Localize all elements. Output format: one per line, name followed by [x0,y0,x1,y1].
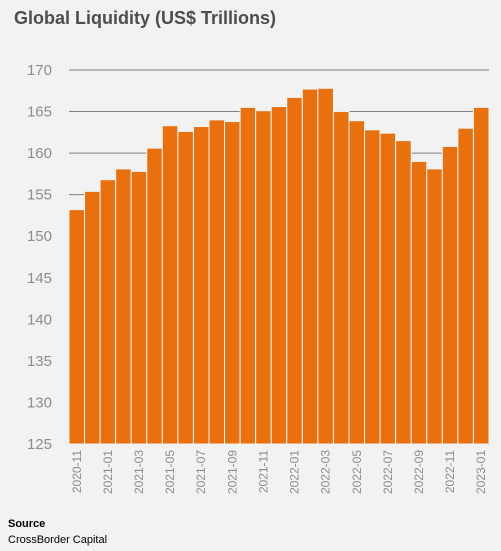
x-tick-label: 2021-03 [132,450,146,494]
chart-title: Global Liquidity (US$ Trillions) [14,8,277,28]
bar-2021-05 [161,125,179,445]
bar-2021-06 [177,131,194,445]
x-tick-label: 2020-11 [70,450,84,493]
bar-2021-01 [99,179,117,445]
bar-2022-08 [395,140,412,445]
bar-2021-02 [115,168,132,445]
bar-2021-10 [239,106,257,445]
y-tick-label: 145 [27,270,52,287]
bar-2021-08 [208,119,226,445]
y-tick-label: 140 [27,311,52,328]
y-axis-ticks: 125 130 135 140 145 150 155 160 165 170 [27,62,52,453]
bar-2022-07 [379,132,397,445]
x-tick-label: 2022-07 [381,450,395,494]
bar-2022-05 [348,120,366,445]
x-tick-label: 2022-05 [350,450,364,494]
bar-2023-01 [472,106,490,445]
y-tick-label: 160 [27,145,52,162]
x-tick-label: 2022-11 [443,450,457,493]
x-tick-label: 2021-01 [101,450,115,494]
x-tick-label: 2022-09 [412,450,426,494]
bar-2020-12 [84,190,101,445]
x-tick-label: 2022-03 [319,450,333,494]
bar-2021-09 [224,121,241,445]
x-tick-label: 2023-01 [474,450,488,494]
y-tick-label: 150 [27,228,52,245]
bar-2022-12 [457,127,474,445]
bars [68,87,490,445]
x-tick-label: 2022-01 [288,450,302,494]
x-axis-ticks: 2020-11 2021-01 2021-03 2021-05 2021-07 2021-… [70,450,488,494]
bar-2021-04 [146,147,163,445]
bar-2022-03 [317,87,334,445]
bar-2021-11 [255,110,272,445]
y-tick-label: 135 [27,353,52,370]
y-tick-label: 165 [27,104,52,121]
y-tick-label: 130 [27,394,52,411]
bar-2021-03 [130,170,148,445]
bar-2022-01 [286,96,303,445]
y-tick-label: 170 [27,62,52,79]
bar-2022-02 [301,88,319,445]
bar-2022-06 [364,129,381,445]
bar-2022-09 [410,160,428,445]
bar-2022-11 [441,145,459,445]
bar-2020-11 [68,209,86,445]
x-tick-label: 2021-09 [225,450,239,494]
y-tick-label: 125 [27,436,52,453]
y-tick-label: 155 [27,187,52,204]
x-tick-label: 2021-05 [163,450,177,494]
bar-2021-12 [270,106,288,445]
bar-2022-04 [332,111,350,445]
source-text: CrossBorder Capital [8,534,108,546]
bar-2022-10 [426,168,443,445]
bar-2021-07 [192,126,210,445]
x-tick-label: 2021-11 [256,450,270,493]
source-label: Source [8,518,46,530]
x-tick-label: 2021-07 [194,450,208,494]
